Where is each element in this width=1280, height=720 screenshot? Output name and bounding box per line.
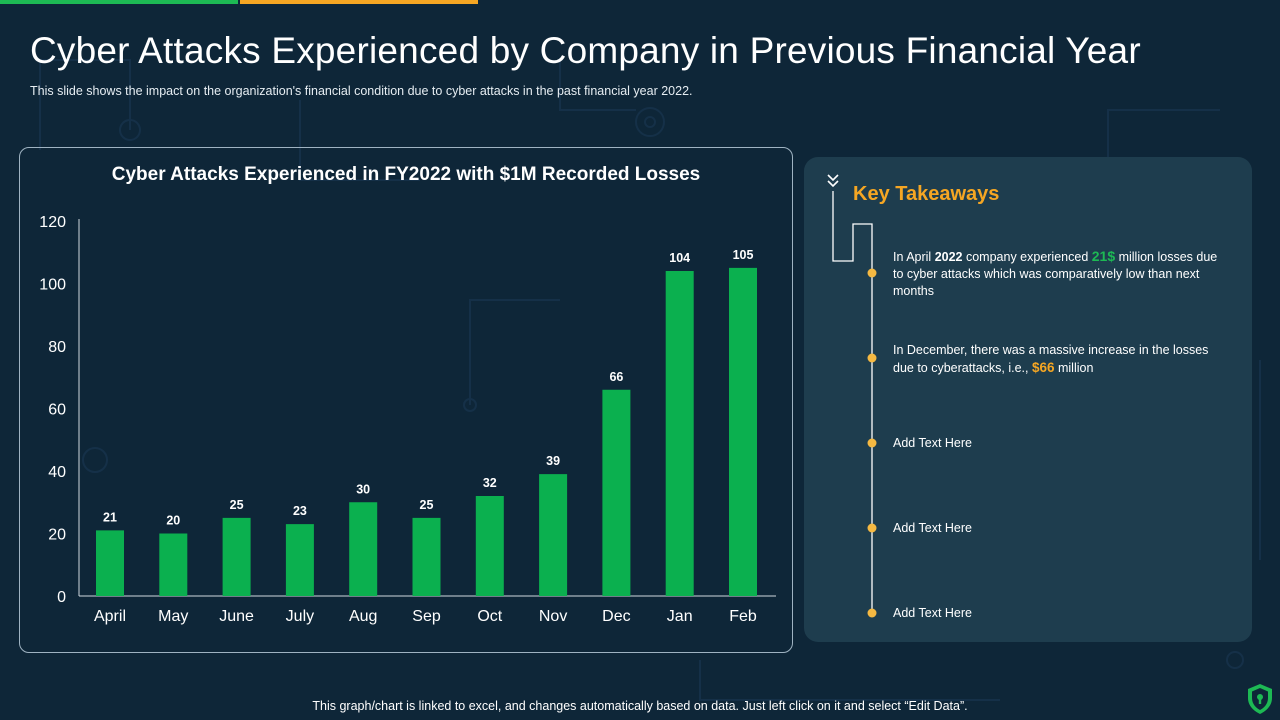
page-subtitle: This slide shows the impact on the organ…	[30, 84, 693, 98]
timeline-dot	[867, 523, 877, 533]
y-tick-label: 0	[57, 589, 66, 606]
y-tick-label: 100	[39, 277, 66, 294]
takeaway-item-5[interactable]: Add Text Here	[893, 606, 972, 620]
x-tick-label: July	[286, 608, 314, 625]
takeaway-item-1: In April 2022 company experienced 21$ mi…	[893, 248, 1218, 298]
y-tick-label: 60	[48, 402, 66, 419]
footer-note: This graph/chart is linked to excel, and…	[312, 699, 968, 713]
data-label: 25	[420, 498, 434, 512]
timeline-dot	[867, 608, 877, 618]
key-takeaways-title: Key Takeaways	[853, 183, 1000, 205]
x-tick-label: Oct	[477, 608, 502, 625]
key-takeaways-panel: Key Takeaways In April 2022 company expe…	[804, 157, 1252, 642]
bar	[96, 530, 124, 596]
data-label: 30	[356, 482, 370, 496]
x-tick-label: Sep	[412, 608, 441, 625]
takeaway-item-2: In December, there was a massive increas…	[893, 343, 1209, 375]
bar	[412, 517, 441, 596]
y-tick-label: 120	[39, 214, 66, 231]
x-tick-label: Dec	[602, 608, 630, 625]
x-tick-label: Jan	[667, 608, 693, 625]
x-tick-label: May	[158, 608, 188, 625]
data-label: 105	[733, 248, 754, 262]
x-tick-label: Feb	[729, 608, 757, 625]
takeaways-timeline	[832, 191, 877, 618]
bar	[222, 517, 251, 596]
timeline-dot	[867, 353, 877, 363]
bar	[475, 496, 504, 596]
data-label: 23	[293, 504, 307, 518]
bar	[665, 271, 694, 596]
bar	[159, 533, 188, 596]
bar	[602, 389, 631, 596]
top-accent-bar-orange	[240, 0, 478, 4]
x-tick-label: Aug	[349, 608, 377, 625]
data-label: 25	[230, 498, 244, 512]
x-tick-label: June	[219, 608, 254, 625]
x-tick-label: Nov	[539, 608, 567, 625]
data-label: 21	[103, 510, 117, 524]
y-tick-label: 80	[48, 339, 66, 356]
timeline-dot	[867, 268, 877, 278]
shield-logo-icon	[1248, 684, 1272, 714]
chart-title: Cyber Attacks Experienced in FY2022 with…	[111, 164, 701, 185]
data-label: 32	[483, 476, 497, 490]
page-title: Cyber Attacks Experienced by Company in …	[30, 30, 1141, 71]
timeline-dot	[867, 438, 877, 448]
takeaway-item-3[interactable]: Add Text Here	[893, 436, 972, 450]
double-chevron-down-icon	[827, 174, 839, 188]
y-tick-label: 20	[48, 527, 66, 544]
x-tick-label: April	[94, 608, 126, 625]
bar	[285, 524, 314, 596]
data-label: 39	[546, 454, 560, 468]
bar	[349, 502, 378, 596]
bar-chart-container[interactable]: Cyber Attacks Experienced in FY2022 with…	[19, 147, 793, 653]
top-accent-bar-green	[0, 0, 238, 4]
data-label: 66	[609, 370, 623, 384]
bar	[539, 474, 568, 596]
bar-chart: 0 20 40 60 80 100 120 21 April 20 May 25 June 23 July 3…	[39, 214, 776, 625]
data-label: 20	[166, 514, 180, 528]
takeaway-item-4[interactable]: Add Text Here	[893, 521, 972, 535]
y-tick-label: 40	[48, 464, 66, 481]
data-label: 104	[669, 251, 690, 265]
bar	[729, 267, 757, 596]
